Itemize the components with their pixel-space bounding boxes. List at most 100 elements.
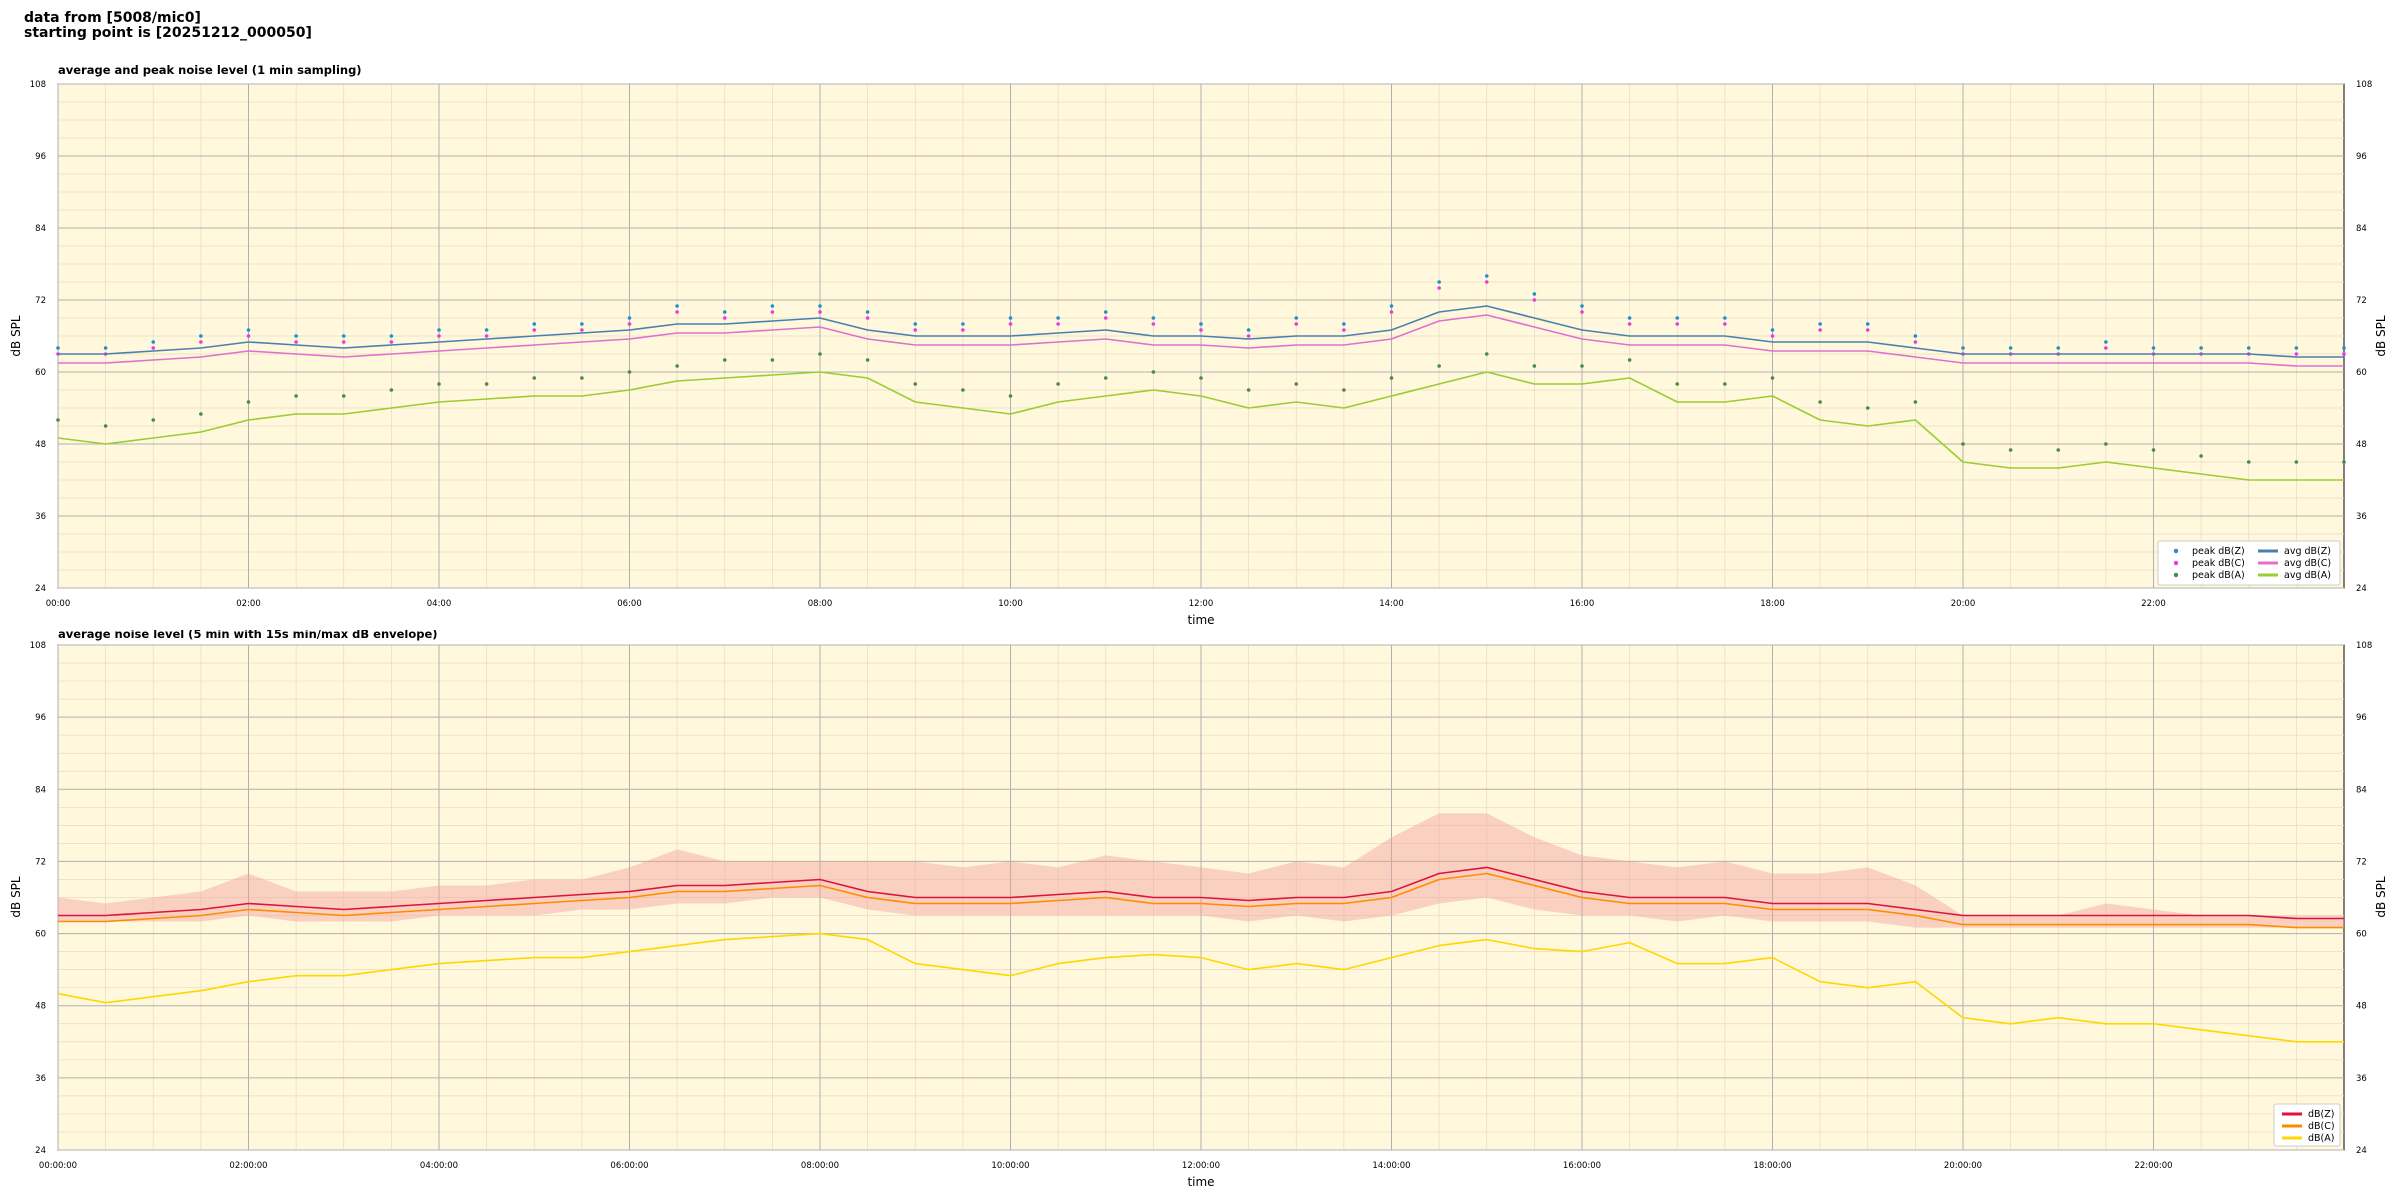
chart-1-xtick: 08:00 <box>808 599 833 609</box>
chart-1-point-peak-db-z <box>2294 346 2299 350</box>
chart-1-point-peak-db-z <box>1389 304 1394 308</box>
chart-1-point-peak-db-z <box>1294 316 1299 320</box>
chart-1-xtick: 10:00 <box>998 599 1023 609</box>
chart-2-xtick: 00:00:00 <box>39 1161 77 1171</box>
chart-1-point-peak-db-a <box>1913 400 1918 404</box>
chart-2-marks <box>57 813 2344 1043</box>
chart-1-legend-label: avg dB(C) <box>2284 558 2331 569</box>
chart-1-point-peak-db-z <box>151 340 156 344</box>
chart-2-xtick: 10:00:00 <box>991 1161 1029 1171</box>
chart-2-envelope <box>58 813 2344 928</box>
chart-1-point-peak-db-a <box>580 376 584 380</box>
chart-1-point-peak-db-c <box>1484 280 1489 284</box>
chart-1-point-peak-db-a <box>2104 442 2108 446</box>
chart-1-point-peak-db-c <box>913 328 918 332</box>
chart-1-point-peak-db-a <box>151 418 156 422</box>
chart-1-point-peak-db-a <box>2342 460 2346 464</box>
chart-1-point-peak-db-z <box>2342 346 2346 350</box>
chart-1-point-peak-db-a <box>1484 352 1489 356</box>
chart-1-point-peak-db-a <box>484 382 489 386</box>
chart-1-ytick-left: 108 <box>30 80 46 90</box>
chart-1-point-peak-db-z <box>1723 316 1727 320</box>
chart-1-point-peak-db-c <box>294 340 298 344</box>
chart-2-line-db-z <box>58 866 2344 920</box>
start-point-label: starting point is [20251212_000050] <box>24 25 312 41</box>
chart-1-ytick-right: 60 <box>2356 368 2367 378</box>
chart-1-xtick: 00:00 <box>46 599 71 609</box>
chart-1-point-peak-db-a <box>675 364 679 368</box>
chart-1-point-peak-db-c <box>1675 322 1680 326</box>
chart-1-point-peak-db-c <box>1580 310 1584 314</box>
chart-1-point-peak-db-c <box>389 340 394 344</box>
chart-1-point-peak-db-z <box>532 322 537 326</box>
chart-1-point-peak-db-z <box>484 328 489 332</box>
chart-1-point-peak-db-c <box>2342 352 2346 356</box>
chart-1-point-peak-db-z <box>1246 328 1251 332</box>
chart-1-point-peak-db-c <box>1103 316 1108 320</box>
chart-1-legend-dot <box>2173 560 2179 566</box>
chart-2-ylabel: dB SPL <box>9 876 23 918</box>
chart-1-point-peak-db-c <box>2294 352 2299 356</box>
chart-1-point-peak-db-z <box>2008 346 2013 350</box>
chart-1-point-peak-db-c <box>199 340 203 344</box>
chart-2-legend-label: dB(C) <box>2308 1121 2335 1132</box>
chart-2-legend: dB(Z)dB(C)dB(A) <box>2273 1103 2341 1147</box>
chart-1-point-peak-db-z <box>56 346 60 350</box>
chart-1-point-peak-db-c <box>1008 322 1013 326</box>
chart-1-xtick: 04:00 <box>427 599 452 609</box>
chart-2-ytick-right: 36 <box>2356 1074 2367 1084</box>
chart-1-point-peak-db-z <box>1865 322 1870 326</box>
chart-1-point-peak-db-z <box>1151 316 1156 320</box>
chart-1-point-peak-db-a <box>2151 448 2156 452</box>
chart-2-ytick-right: 96 <box>2356 713 2367 723</box>
chart-2-legend-label: dB(A) <box>2308 1133 2334 1144</box>
chart-1-point-peak-db-a <box>1342 388 1346 392</box>
chart-1-point-peak-db-z <box>1532 292 1537 296</box>
chart-1-legend-box <box>2157 540 2341 586</box>
source-label: data from [5008/mic0] <box>24 10 201 26</box>
chart-1-point-peak-db-a <box>1675 382 1680 386</box>
chart-1-point-peak-db-a <box>437 382 441 386</box>
chart-1-point-peak-db-z <box>2151 346 2156 350</box>
chart-2-ytick-right: 84 <box>2356 785 2367 795</box>
chart-2-ytick-left: 24 <box>35 1146 46 1156</box>
chart-2-xtick: 14:00:00 <box>1372 1161 1410 1171</box>
chart-1-point-peak-db-a <box>389 388 394 392</box>
chart-1-ytick-left: 96 <box>35 152 46 162</box>
chart-2-ylabel-right: dB SPL <box>2374 876 2388 918</box>
chart-1-point-peak-db-a <box>1199 376 1203 380</box>
chart-1-point-peak-db-z <box>246 328 251 332</box>
chart-1-point-peak-db-a <box>722 358 727 362</box>
chart-1-point-peak-db-c <box>1532 298 1537 302</box>
chart-1-point-peak-db-c <box>1437 286 1441 290</box>
chart-2-xtick: 04:00:00 <box>420 1161 458 1171</box>
chart-2-ytick-left: 48 <box>35 1002 46 1012</box>
chart-1-point-peak-db-c <box>1913 340 1918 344</box>
chart-1-point-peak-db-z <box>294 334 298 338</box>
chart-1-point-peak-db-z <box>1818 322 1822 326</box>
chart-1-point-peak-db-a <box>1770 376 1775 380</box>
chart-1-legend-label: peak dB(C) <box>2192 558 2245 569</box>
chart-1-point-peak-db-a <box>913 382 918 386</box>
chart-1-point-peak-db-a <box>1580 364 1584 368</box>
chart-1-point-peak-db-c <box>1342 328 1346 332</box>
chart-1-point-peak-db-c <box>675 310 679 314</box>
chart-1-point-peak-db-c <box>818 310 822 314</box>
chart-1-point-peak-db-c <box>627 322 632 326</box>
chart-1-point-peak-db-c <box>1770 334 1775 338</box>
chart-2-xtick: 22:00:00 <box>2134 1161 2172 1171</box>
chart-1-point-peak-db-z <box>1199 322 1203 326</box>
chart-1-point-peak-db-z <box>1627 316 1632 320</box>
chart-1-marks <box>56 274 2346 481</box>
chart-2-ytick-right: 48 <box>2356 1002 2367 1012</box>
chart-1-ytick-left: 24 <box>35 584 46 594</box>
chart-1-point-peak-db-z <box>199 334 203 338</box>
chart-1-point-peak-db-a <box>627 370 632 374</box>
chart-1-point-peak-db-a <box>2294 460 2299 464</box>
chart-1-legend: peak dB(Z) avg dB(Z) peak dB(C) avg dB(C) pe… <box>2157 540 2341 586</box>
chart-2-ytick-left: 96 <box>35 713 46 723</box>
chart-1-line-avg-db-a <box>57 371 2344 481</box>
chart-1-point-peak-db-a <box>865 358 870 362</box>
chart-1-point-peak-db-c <box>341 340 346 344</box>
